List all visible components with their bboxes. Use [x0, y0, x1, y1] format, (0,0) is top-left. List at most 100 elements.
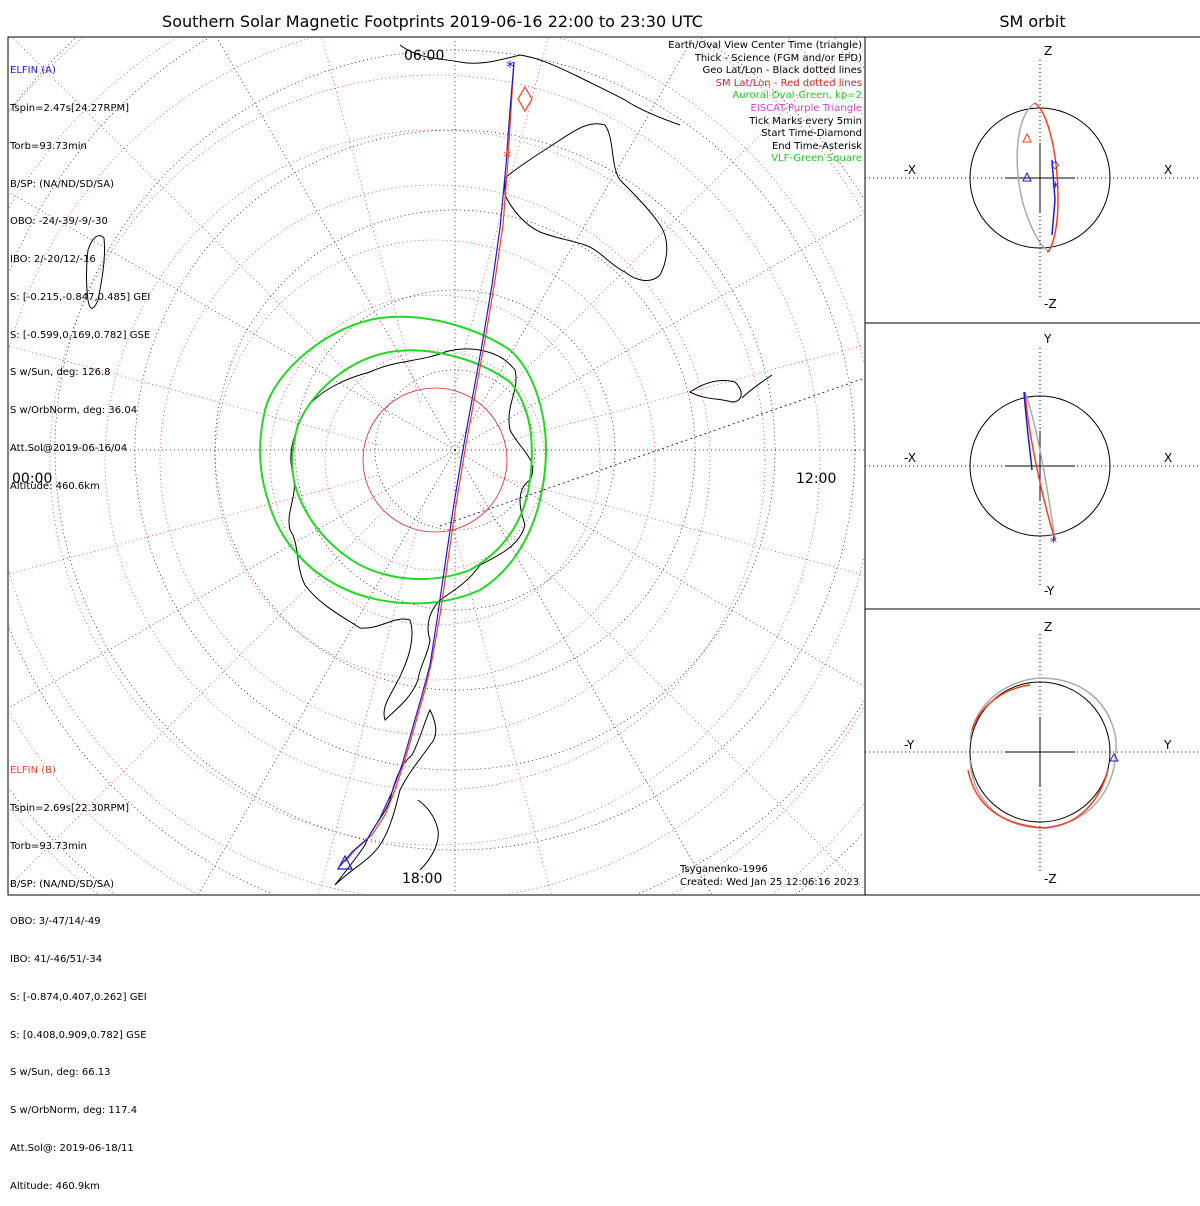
elfin-a-line: Att.Sol@2019-06-16/04 — [10, 443, 128, 454]
elfin-a-line: OBO: -24/-39/-9/-30 — [10, 216, 108, 228]
auroral-oval-inner — [291, 349, 533, 580]
xz-bottom-label: -Z — [1044, 297, 1057, 311]
elfin-b-line: S: [0.408,0.909,0.782] GSE — [10, 1029, 147, 1041]
legend-entry: Tick Marks every 5min — [749, 115, 862, 127]
legend-entry: EISCAT-Purple Triangle — [750, 102, 863, 114]
elfin-a-line: S: [-0.215,-0.847,0.485] GEI — [10, 291, 151, 303]
track-elfin-b — [344, 61, 515, 863]
geo-lon-line — [454, 449, 712, 894]
elfin-b-line: B/SP: (NA/ND/SD/SA) — [10, 878, 114, 890]
label-06: 06:00 — [404, 48, 444, 64]
svg-text:◇: ◇ — [1051, 158, 1060, 171]
xy-top-label: Y — [1044, 332, 1052, 346]
svg-text:*: * — [1050, 535, 1057, 551]
legend-entry: Thick - Science (FGM and/or EPD) — [694, 52, 862, 64]
elfin-b-line: Torb=93.73min — [10, 840, 87, 852]
model-label: Tsyganenko-1996 — [680, 864, 768, 875]
sm-lon-line — [12, 38, 393, 418]
sm-lon-line — [450, 38, 549, 403]
elfin-a-line: Tspin=2.47s[24.27RPM] — [10, 102, 130, 114]
sm-panel-xy: * — [865, 348, 1200, 588]
antarctica-coast — [288, 348, 534, 721]
asia-coast — [399, 44, 681, 126]
yz-left-label: -Y — [904, 738, 915, 752]
sm-lon-line — [492, 475, 864, 576]
end-asterisk-b: * — [503, 147, 511, 166]
geo-latlon-grid — [9, 38, 864, 894]
elfin-a-line: S w/Sun, deg: 126.8 — [10, 367, 111, 379]
sm-lat-circle — [214, 239, 656, 681]
geo-lon-line — [198, 449, 456, 894]
plot-title: Southern Solar Magnetic Footprints 2019-… — [162, 12, 703, 31]
sm-lon-line — [477, 38, 858, 418]
geo-lon-line — [9, 192, 456, 451]
sm-panel-yz — [865, 634, 1200, 874]
new-zealand-coast — [689, 374, 773, 403]
legend-entry: Start Time-Diamond — [761, 128, 862, 140]
label-12: 12:00 — [796, 471, 836, 487]
view-triangle-a — [336, 854, 354, 870]
sm-lon-line — [450, 517, 552, 894]
legend-entry: Earth/Oval View Center Time (triangle) — [668, 40, 862, 51]
australia-coast — [504, 123, 668, 282]
elfin-a-line: Torb=93.73min — [10, 140, 87, 152]
sm-lon-line — [9, 345, 378, 445]
geo-lon-line — [9, 449, 456, 708]
elfin-a-line: Altitude: 460.6km — [10, 480, 100, 492]
sm-lat-circle — [49, 74, 821, 846]
elfin-b-header: ELFIN (B) — [10, 765, 56, 777]
orbit-xz-gray — [1016, 102, 1051, 253]
legend: Earth/Oval View Center Time (triangle) Th… — [668, 40, 862, 166]
sm-orbit-title: SM orbit — [999, 12, 1066, 31]
xy-bottom-label: -Y — [1044, 584, 1055, 598]
sm-lon-line — [318, 517, 420, 894]
elfin-a-info: ELFIN (A) Tspin=2.47s[24.27RPM] Torb=93.… — [10, 40, 150, 506]
legend-entry: Auroral Oval-Green, kp=2 — [732, 90, 862, 102]
legend-entry: Geo Lat/Lon - Black dotted lines — [702, 65, 862, 77]
end-asterisk-a: * — [506, 57, 514, 76]
sm-lon-line — [9, 475, 378, 575]
elfin-b-line: S w/Sun, deg: 66.13 — [10, 1067, 111, 1079]
elfin-b-line: S w/OrbNorm, deg: 117.4 — [10, 1105, 138, 1117]
start-diamond-b — [517, 85, 533, 113]
xz-right-label: X — [1164, 163, 1173, 177]
elfin-b-line: S: [-0.874,0.407,0.262] GEI — [10, 991, 147, 1003]
label-18: 18:00 — [402, 871, 442, 887]
legend-entry: End Time-Asterisk — [771, 140, 862, 152]
auroral-oval — [259, 315, 547, 605]
xz-top-label: Z — [1044, 44, 1053, 58]
xy-right-label: X — [1164, 451, 1173, 465]
sm-panel-xz: ◇ * — [865, 60, 1200, 300]
legend-entry: VLF-Green Square — [771, 153, 862, 165]
elfin-a-line: S: [-0.599,0.169,0.782] GSE — [10, 329, 151, 341]
geo-lon-line — [216, 38, 456, 451]
orbit-xz-red — [1034, 102, 1059, 253]
legend-entry: SM Lat/Lon - Red dotted lines — [715, 77, 862, 89]
elfin-a-line: B/SP: (NA/ND/SD/SA) — [10, 178, 114, 190]
xy-left-label: -X — [904, 451, 916, 465]
view-center-line — [439, 377, 864, 527]
yz-bottom-label: -Z — [1044, 872, 1057, 886]
yz-right-label: Y — [1164, 738, 1172, 752]
track-elfin-a — [339, 61, 515, 867]
track-markers: * * — [336, 57, 533, 870]
geo-lon-line — [454, 213, 864, 451]
elfin-a-line: S w/OrbNorm, deg: 36.04 — [10, 405, 138, 417]
elfin-a-header: ELFIN (A) — [10, 65, 56, 77]
elfin-b-line: Att.Sol@: 2019-06-18/11 — [10, 1143, 134, 1154]
elfin-b-line: Altitude: 460.9km — [10, 1180, 100, 1192]
label-00: 00:00 — [12, 471, 52, 487]
sm-lon-line — [477, 502, 864, 890]
polar-map: * * 00:00 12:00 18:00 06:00 ◇ * * — [7, 36, 1200, 896]
geo-lon-line — [454, 449, 864, 687]
svg-text:*: * — [1052, 180, 1059, 196]
sm-lat-circle — [269, 294, 601, 626]
elfin-a-line: IBO: 2/-20/12/-16 — [10, 254, 96, 266]
sm-lon-line — [492, 344, 864, 445]
yz-top-label: Z — [1044, 620, 1053, 634]
sm-lat-circle — [159, 184, 711, 736]
coastlines — [86, 44, 773, 886]
africa-coast — [86, 235, 105, 309]
sm-lat-circle — [104, 129, 766, 791]
created-label: Created: Wed Jan 25 12:06:16 2023 — [680, 877, 860, 888]
